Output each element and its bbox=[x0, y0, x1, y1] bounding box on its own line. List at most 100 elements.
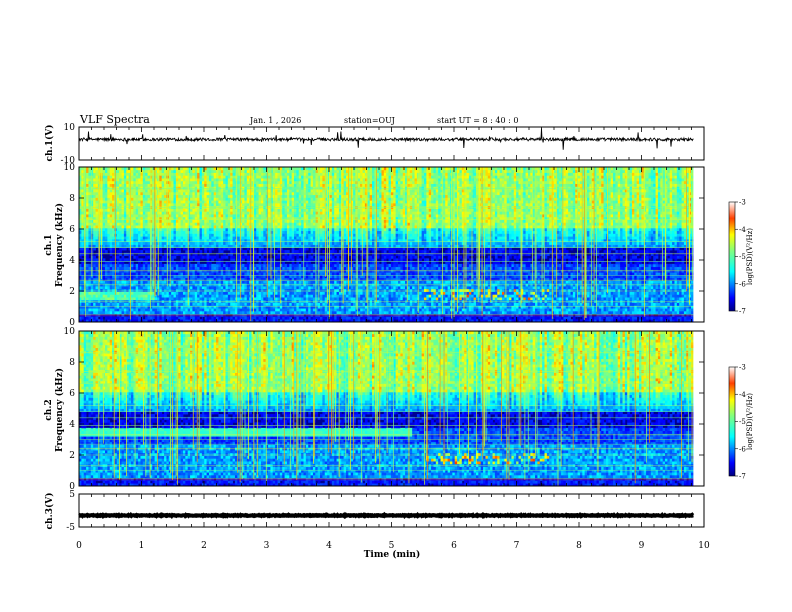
spectrogram-cell bbox=[260, 250, 264, 254]
spectrogram-cell bbox=[206, 227, 210, 232]
spectrogram-cell bbox=[140, 244, 144, 248]
spectrogram-cell bbox=[142, 169, 146, 173]
spectrogram-cell bbox=[79, 222, 82, 226]
spectrogram-cell bbox=[286, 183, 290, 187]
spectrogram-cell bbox=[159, 183, 163, 187]
spectrogram-cell bbox=[114, 219, 118, 223]
spectrogram-cell bbox=[102, 191, 106, 196]
spectrogram-cell bbox=[161, 286, 165, 290]
spectrogram-cell bbox=[242, 241, 245, 245]
spectrogram-cell bbox=[142, 230, 146, 234]
spectrogram-cell bbox=[104, 194, 108, 198]
spectrogram-cell bbox=[260, 175, 264, 179]
spectrogram-cell bbox=[218, 291, 222, 295]
spectrogram-cell bbox=[93, 313, 96, 317]
spectrogram-cell bbox=[244, 308, 248, 312]
spectrogram-cell bbox=[178, 294, 182, 298]
spectrogram-cell bbox=[175, 236, 179, 240]
spectrogram-cell bbox=[256, 214, 259, 218]
spectrogram-cell bbox=[88, 291, 92, 295]
spectrogram-cell bbox=[109, 291, 113, 295]
spectrogram-cell bbox=[86, 194, 89, 198]
spectrogram-cell bbox=[109, 216, 113, 220]
spectrogram-cell bbox=[190, 230, 193, 234]
spectrogram-cell bbox=[166, 274, 170, 279]
spectrogram-cell bbox=[171, 241, 174, 245]
spectrogram-cell bbox=[166, 183, 170, 187]
spectrogram-cell bbox=[161, 202, 165, 207]
spectrogram-cell bbox=[199, 175, 203, 179]
spectrogram-cell bbox=[166, 313, 170, 317]
spectrogram-cell bbox=[180, 272, 184, 276]
spectrogram-cell bbox=[114, 211, 118, 215]
spectrogram-cell bbox=[168, 305, 172, 309]
spectrogram-cell bbox=[109, 272, 113, 276]
spectrogram-cell bbox=[270, 219, 274, 223]
spectrogram-cell bbox=[282, 175, 285, 179]
spectrogram-cell bbox=[279, 202, 283, 207]
spectrogram-cell bbox=[112, 272, 115, 276]
spectrogram-cell bbox=[246, 172, 250, 176]
spectrogram-cell bbox=[197, 175, 200, 179]
spectrogram-cell bbox=[104, 272, 108, 276]
spectrogram-cell bbox=[211, 202, 215, 207]
spectrogram-cell bbox=[242, 191, 245, 196]
spectrogram-cell bbox=[140, 286, 144, 290]
spectrogram-cell bbox=[173, 280, 177, 284]
spectrogram-cell bbox=[109, 310, 113, 315]
spectrogram-cell bbox=[171, 308, 174, 312]
spectrogram-cell bbox=[208, 202, 212, 207]
spectrogram-cell bbox=[218, 230, 222, 234]
spectrogram-cell bbox=[225, 167, 229, 171]
spectrogram-cell bbox=[83, 236, 87, 240]
spectrogram-cell bbox=[289, 313, 293, 317]
spectrogram-cell bbox=[81, 274, 85, 279]
spectrogram-cell bbox=[159, 274, 163, 279]
spectrogram-cell bbox=[109, 230, 113, 234]
spectrogram-cell bbox=[104, 241, 108, 245]
spectrogram-cell bbox=[104, 178, 108, 182]
spectrogram-cell bbox=[190, 178, 193, 182]
spectrogram-cell bbox=[216, 299, 219, 304]
spectrogram-cell bbox=[192, 266, 196, 270]
spectrogram-cell bbox=[83, 319, 87, 323]
spectrogram-cell bbox=[83, 274, 87, 279]
spectrogram-cell bbox=[126, 252, 130, 256]
spectrogram-cell bbox=[230, 178, 233, 182]
spectrogram-cell bbox=[201, 280, 205, 284]
spectrogram-cell bbox=[135, 191, 139, 196]
spectrogram-cell bbox=[104, 305, 108, 309]
spectrogram-cell bbox=[251, 208, 255, 212]
spectrogram-cell bbox=[112, 194, 115, 198]
spectrogram-cell bbox=[81, 238, 85, 243]
spectrogram-cell bbox=[130, 316, 134, 320]
spectrogram-cell bbox=[147, 294, 151, 298]
spectrogram-cell bbox=[88, 169, 92, 173]
spectrogram-cell bbox=[135, 313, 139, 317]
spectrogram-cell bbox=[190, 222, 193, 226]
spectrogram-cell bbox=[109, 266, 113, 270]
spectrogram-cell bbox=[79, 255, 82, 259]
spectrogram-cell bbox=[107, 222, 111, 226]
spectrogram-cell bbox=[138, 319, 141, 323]
spectrogram-cell bbox=[190, 169, 193, 173]
spectrogram-cell bbox=[83, 211, 87, 215]
spectrogram-cell bbox=[239, 308, 243, 312]
spectrogram-cell bbox=[220, 244, 224, 248]
spectrogram-cell bbox=[171, 183, 174, 187]
spectrogram-cell bbox=[204, 319, 207, 323]
spectrogram-cell bbox=[171, 310, 174, 315]
spectrogram-cell bbox=[204, 233, 207, 237]
spectrogram-cell bbox=[230, 280, 233, 284]
spectrogram-cell bbox=[156, 294, 160, 298]
spectrogram-cell bbox=[156, 308, 160, 312]
spectrogram-cell bbox=[147, 250, 151, 254]
spectrogram-cell bbox=[225, 241, 229, 245]
spectrogram-cell bbox=[133, 186, 137, 190]
spectrogram-cell bbox=[282, 233, 285, 237]
spectrogram-cell bbox=[208, 305, 212, 309]
spectrogram-cell bbox=[79, 247, 82, 251]
spectrogram-cell bbox=[138, 233, 141, 237]
spectrogram-cell bbox=[102, 286, 106, 290]
spectrogram-cell bbox=[88, 180, 92, 185]
